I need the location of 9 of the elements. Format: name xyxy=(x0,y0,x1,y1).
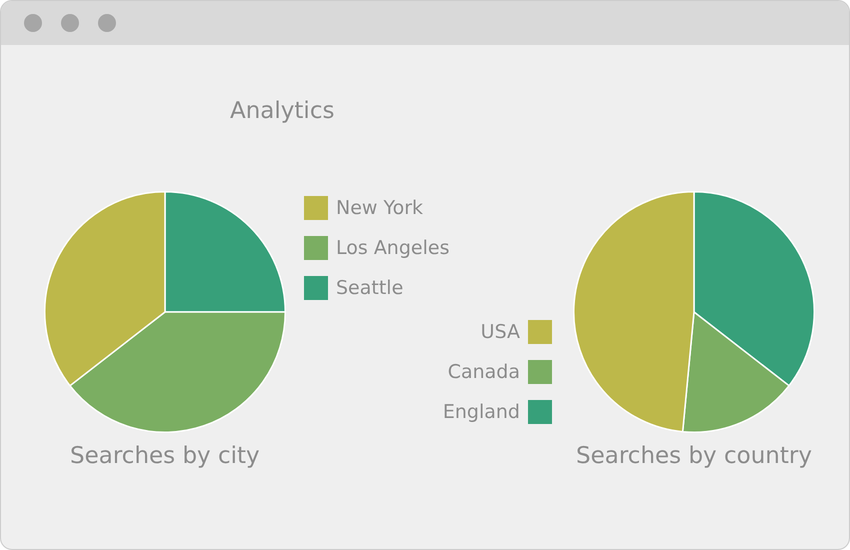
legend-label: England xyxy=(442,401,520,423)
legend-label: Seattle xyxy=(336,277,404,299)
legend-label: Canada xyxy=(448,361,520,383)
text: Analytics xyxy=(230,98,334,124)
legend-label: Los Angeles xyxy=(336,237,450,259)
text: Searches by city xyxy=(70,443,260,469)
text: Searches by country xyxy=(576,443,812,469)
legend-label: New York xyxy=(336,197,424,219)
legend-label: USA xyxy=(480,321,520,343)
